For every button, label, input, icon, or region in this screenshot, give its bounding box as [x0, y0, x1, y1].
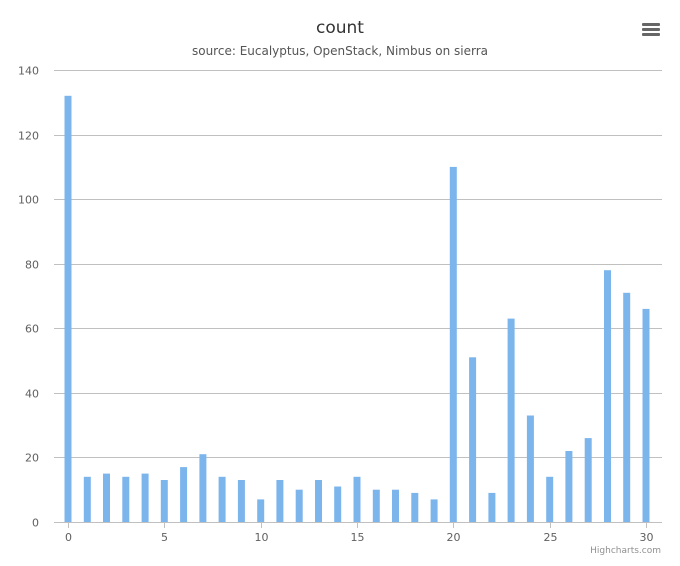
- hamburger-menu-icon: [642, 23, 660, 36]
- bar-6[interactable]: [180, 467, 188, 522]
- credits[interactable]: Highcharts.com: [590, 546, 661, 556]
- chart-subtitle: source: Eucalyptus, OpenStack, Nimbus on…: [192, 44, 488, 58]
- export-menu-button[interactable]: [636, 18, 666, 40]
- bar-22[interactable]: [488, 492, 496, 522]
- x-tick-label-30: 30: [640, 531, 654, 544]
- bar-1[interactable]: [83, 476, 91, 522]
- bar-25[interactable]: [546, 476, 554, 522]
- bar-2[interactable]: [103, 473, 110, 522]
- x-axis-labels: 0 5 10 15 20 25 30: [65, 531, 654, 544]
- bar-14[interactable]: [334, 486, 342, 523]
- bar-5[interactable]: [160, 480, 168, 522]
- bar-3[interactable]: [122, 476, 130, 522]
- bar-23[interactable]: [507, 318, 515, 522]
- bars: [64, 95, 650, 523]
- y-axis-labels: 0 20 40 60 80 100 120 140: [18, 65, 39, 530]
- bar-7[interactable]: [199, 454, 207, 522]
- bar-27[interactable]: [584, 438, 592, 522]
- y-tick-label-120: 120: [18, 130, 39, 143]
- y-tick-label-80: 80: [25, 259, 39, 272]
- y-tick-label-60: 60: [25, 323, 39, 336]
- y-tick-label-100: 100: [18, 194, 39, 207]
- y-tick-label-20: 20: [25, 452, 39, 465]
- bar-8[interactable]: [218, 476, 226, 522]
- bar-16[interactable]: [372, 489, 380, 522]
- y-tick-label-140: 140: [18, 65, 39, 78]
- x-tick-label-10: 10: [255, 531, 269, 544]
- x-tick-label-25: 25: [544, 531, 558, 544]
- chart-title: count: [316, 18, 364, 38]
- x-tick-label-5: 5: [161, 531, 168, 544]
- bar-24[interactable]: [526, 415, 534, 523]
- bar-11[interactable]: [276, 480, 284, 522]
- bar-21[interactable]: [469, 357, 477, 522]
- y-tick-label-0: 0: [32, 517, 39, 530]
- y-tick-label-40: 40: [25, 388, 39, 401]
- bar-28[interactable]: [604, 270, 611, 522]
- bar-20[interactable]: [449, 166, 457, 522]
- gridlines: [54, 70, 662, 458]
- x-axis: [54, 522, 662, 528]
- bar-29[interactable]: [623, 292, 631, 522]
- bar-9[interactable]: [237, 480, 245, 522]
- x-tick-label-0: 0: [65, 531, 72, 544]
- bar-18[interactable]: [411, 492, 419, 522]
- bar-26[interactable]: [565, 451, 573, 522]
- bar-15[interactable]: [353, 476, 361, 522]
- bar-13[interactable]: [315, 480, 322, 522]
- bar-19[interactable]: [430, 499, 438, 522]
- bar-0[interactable]: [64, 95, 72, 523]
- bar-17[interactable]: [392, 489, 399, 522]
- bar-30[interactable]: [642, 308, 650, 522]
- x-tick-label-20: 20: [447, 531, 461, 544]
- x-tick-label-15: 15: [351, 531, 365, 544]
- bar-4[interactable]: [141, 473, 149, 522]
- bar-12[interactable]: [295, 489, 303, 522]
- bar-10[interactable]: [257, 499, 265, 522]
